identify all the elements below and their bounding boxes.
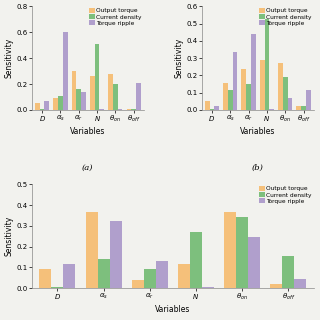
Bar — [233, 52, 237, 110]
Bar — [100, 109, 104, 110]
X-axis label: Variables: Variables — [70, 127, 106, 136]
Bar — [282, 256, 294, 288]
Bar — [178, 264, 190, 288]
Legend: Output torque, Current density, Torque ripple: Output torque, Current density, Torque r… — [259, 8, 312, 26]
Bar — [126, 109, 131, 110]
Bar — [118, 109, 123, 110]
Bar — [260, 60, 265, 110]
Bar — [35, 103, 40, 110]
Bar — [98, 259, 109, 288]
Bar — [144, 269, 156, 288]
Text: (b): (b) — [252, 164, 264, 172]
Bar — [63, 264, 76, 288]
Bar — [53, 98, 58, 110]
Bar — [251, 34, 256, 110]
Bar — [132, 280, 144, 288]
Bar — [156, 261, 168, 288]
Bar — [210, 109, 214, 110]
Bar — [288, 98, 292, 110]
Bar — [52, 287, 63, 288]
Bar — [248, 237, 260, 288]
Bar — [223, 83, 228, 110]
Bar — [202, 287, 214, 288]
Y-axis label: Sensitivity: Sensitivity — [5, 38, 14, 78]
Bar — [109, 221, 122, 288]
Bar — [214, 107, 219, 110]
Bar — [278, 63, 283, 110]
Bar — [190, 232, 202, 288]
Bar — [136, 83, 141, 110]
Legend: Output torque, Current density, Torque ripple: Output torque, Current density, Torque r… — [89, 8, 143, 26]
Bar — [85, 212, 98, 288]
Bar — [270, 284, 282, 288]
Bar — [76, 89, 81, 110]
Bar — [108, 74, 113, 110]
Bar — [95, 44, 100, 110]
Bar — [205, 101, 210, 110]
Y-axis label: Sensitivity: Sensitivity — [5, 216, 14, 256]
Text: (a): (a) — [82, 164, 94, 172]
Y-axis label: Sensitivity: Sensitivity — [175, 38, 184, 78]
Bar — [90, 76, 95, 110]
X-axis label: Variables: Variables — [155, 305, 190, 314]
Bar — [296, 106, 301, 110]
Bar — [58, 96, 63, 110]
Bar — [40, 109, 44, 110]
Bar — [236, 217, 248, 288]
Bar — [39, 269, 52, 288]
Legend: Output torque, Current density, Torque ripple: Output torque, Current density, Torque r… — [259, 186, 312, 204]
Bar — [241, 68, 246, 110]
X-axis label: Variables: Variables — [240, 127, 276, 136]
Bar — [224, 212, 236, 288]
Bar — [72, 71, 76, 110]
Bar — [131, 108, 136, 110]
Bar — [283, 77, 288, 110]
Bar — [301, 107, 306, 110]
Bar — [246, 84, 251, 110]
Bar — [269, 109, 274, 110]
Bar — [44, 101, 49, 110]
Bar — [294, 279, 306, 288]
Bar — [63, 32, 68, 110]
Bar — [265, 19, 269, 110]
Bar — [81, 92, 86, 110]
Bar — [228, 90, 233, 110]
Bar — [306, 90, 311, 110]
Bar — [113, 84, 118, 110]
